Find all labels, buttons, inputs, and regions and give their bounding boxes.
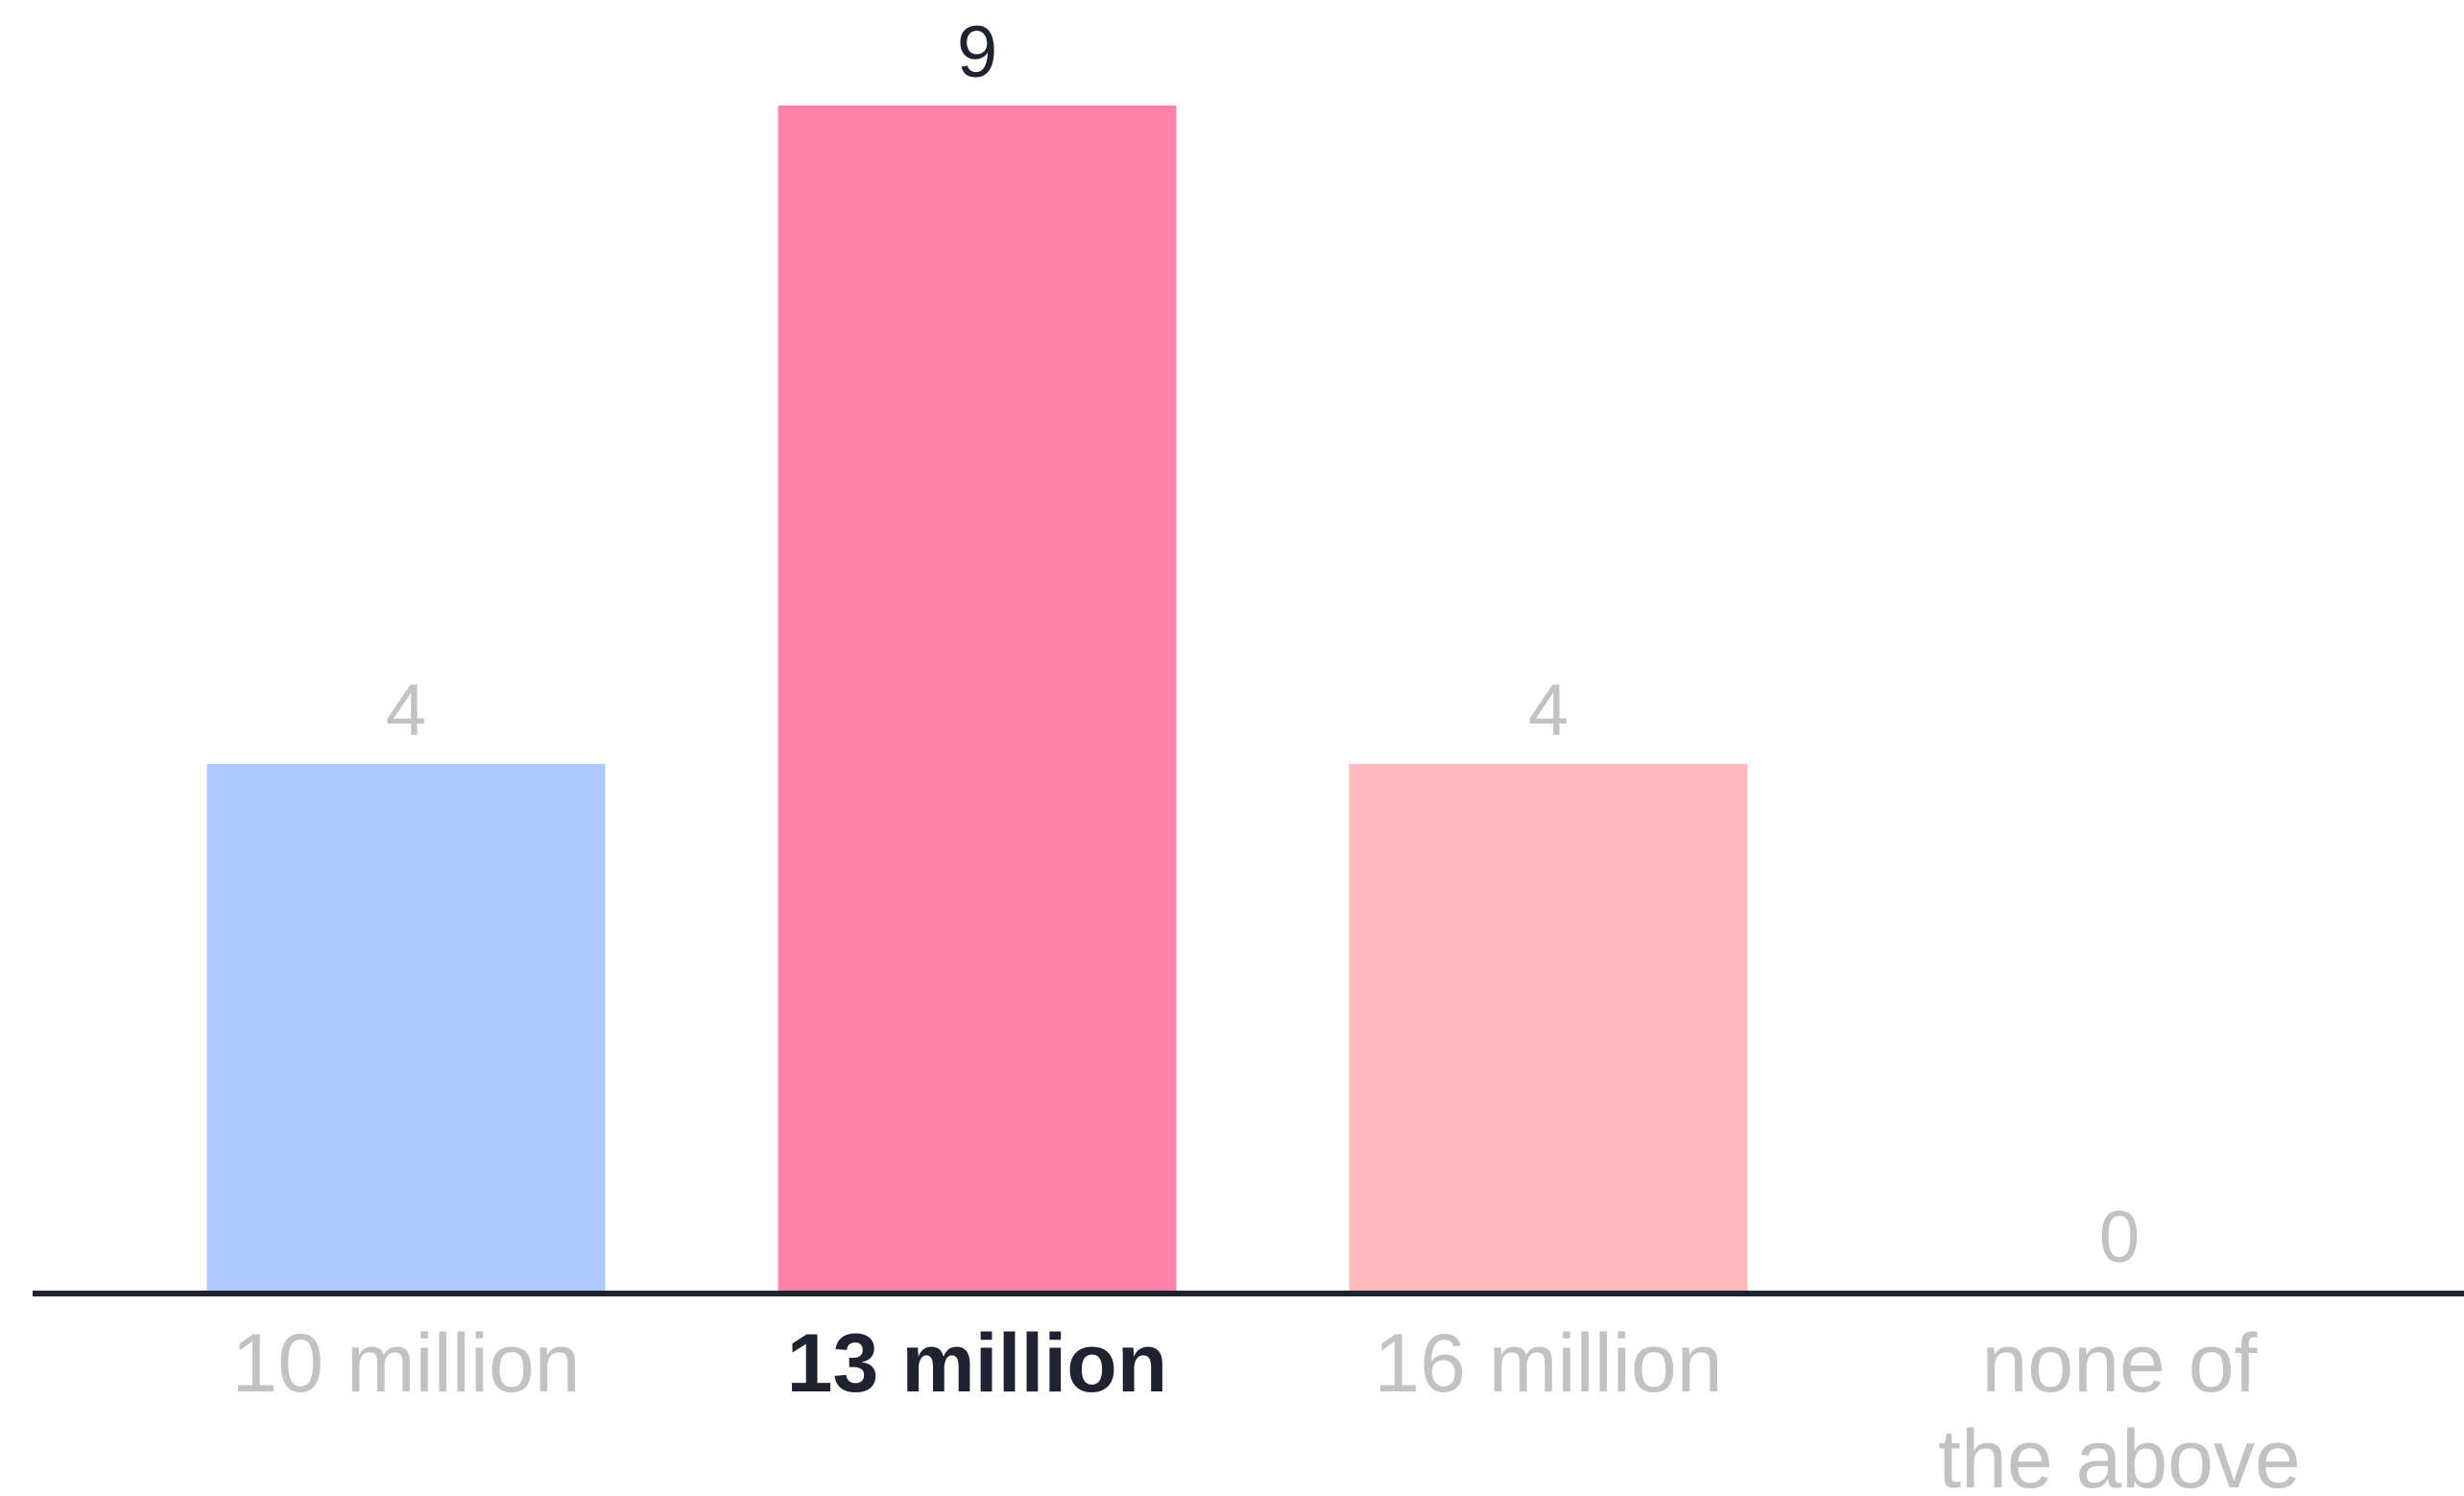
- bar-value-label-3: 4: [1528, 670, 1568, 751]
- bar-value-label-2: 9: [957, 12, 997, 93]
- bars-layer: [206, 106, 1748, 1291]
- category-label-4: none of the above: [1938, 1318, 2301, 1496]
- category-labels: 10 million 13 million 16 million none of the…: [231, 1318, 2301, 1496]
- bar-value-label-4: 0: [2099, 1197, 2140, 1278]
- bar-2: [777, 106, 1177, 1291]
- bar-value-labels: 4 9 4 0: [386, 12, 2140, 1278]
- category-label-3: 16 million: [1374, 1318, 1722, 1410]
- bar-value-label-1: 4: [386, 670, 426, 751]
- category-label-2: 13 million: [787, 1318, 1168, 1410]
- bar-1: [206, 764, 606, 1291]
- bar-3: [1349, 764, 1748, 1291]
- category-label-1: 10 million: [231, 1318, 580, 1410]
